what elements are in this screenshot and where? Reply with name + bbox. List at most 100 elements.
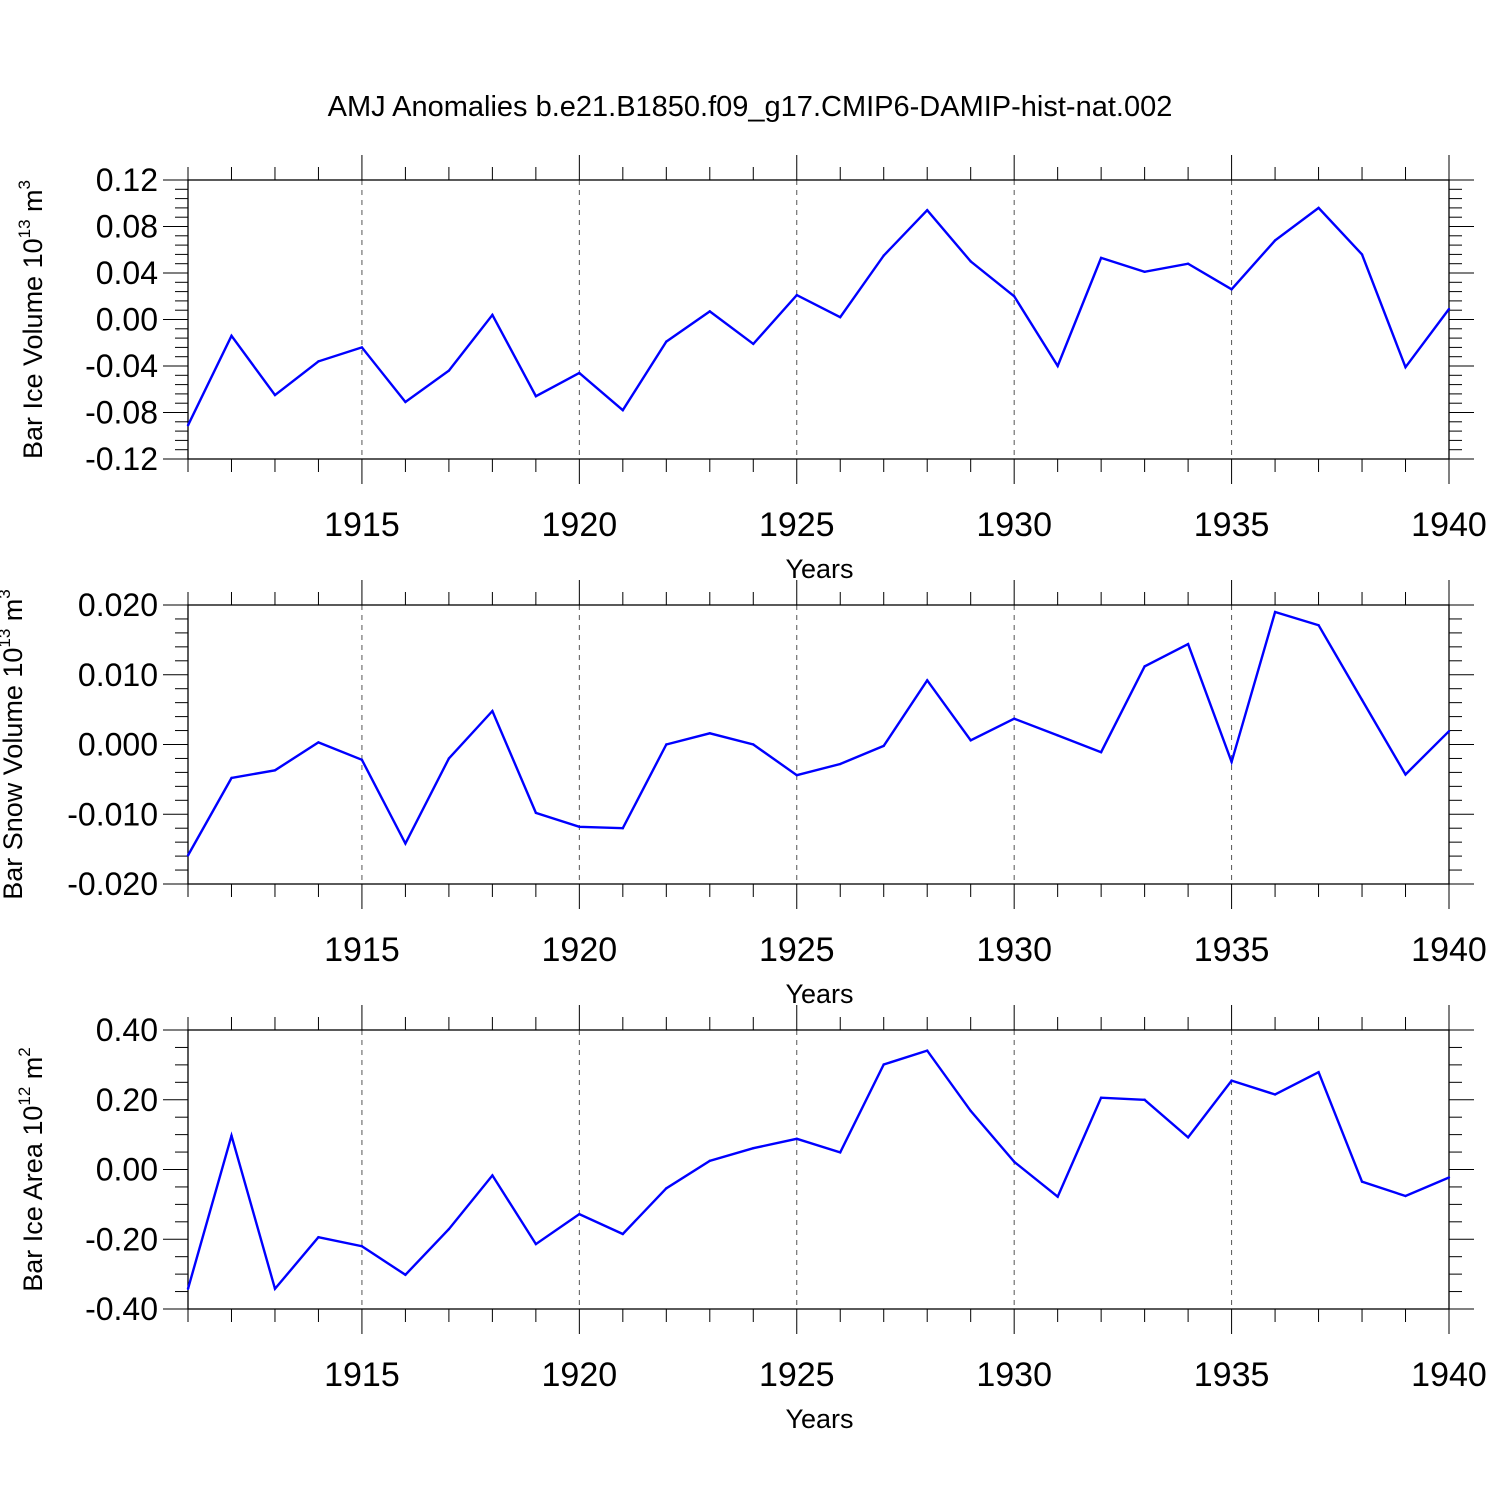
data-point: [621, 827, 625, 830]
data-point: [1273, 1093, 1277, 1096]
data-point: [491, 709, 494, 713]
data-point: [404, 1273, 407, 1277]
data-point: [1360, 1180, 1364, 1183]
data-point: [1360, 253, 1364, 256]
data-point: [665, 340, 668, 343]
x-axis-label: Years: [785, 554, 853, 584]
data-point: [1317, 206, 1320, 210]
data-point: [1143, 270, 1146, 274]
data-point: [708, 732, 711, 735]
panel-1: -0.12 -0.08 -0.04 0.00 0.04 0.08 0.12 1915 1920 1…: [15, 155, 1487, 584]
y-tick-label: 0.00: [96, 1152, 158, 1188]
data-point: [273, 393, 277, 397]
data-point: [186, 854, 190, 857]
data-point: [795, 293, 798, 297]
data-series-line: [186, 610, 1450, 856]
x-tick-label: 1915: [324, 506, 400, 544]
data-point: [621, 408, 625, 412]
data-point: [1447, 730, 1451, 733]
data-point: [404, 400, 407, 404]
data-point: [882, 744, 885, 748]
y-tick-label: -0.010: [67, 796, 158, 832]
data-point: [839, 762, 842, 766]
y-tick-label: 0.00: [96, 302, 158, 338]
data-point: [1230, 288, 1233, 291]
y-axis-label: Bar Ice Area 1012 m2: [15, 1047, 48, 1292]
data-point: [708, 310, 711, 313]
y-axis-label-text: m: [0, 599, 28, 629]
x-tick-label: 1925: [759, 931, 835, 969]
data-point: [839, 1151, 842, 1154]
y-tick-label: 0.04: [96, 255, 158, 291]
data-point: [882, 1063, 885, 1066]
data-point: [578, 825, 581, 829]
data-point: [926, 209, 929, 212]
data-point: [317, 741, 320, 744]
x-tick-label: 1915: [324, 931, 400, 969]
data-point: [186, 1287, 190, 1290]
data-point: [578, 1212, 581, 1216]
data-point: [1186, 262, 1190, 265]
x-tick-label: 1920: [542, 1356, 618, 1394]
y-axis-label-exponent: 3: [15, 180, 34, 189]
y-axis-label: Bar Ice Volume 1013 m3: [15, 180, 48, 459]
data-point: [969, 260, 972, 263]
data-point: [1404, 1194, 1407, 1198]
y-tick-label: 0.010: [78, 657, 158, 693]
data-point: [317, 1235, 320, 1239]
y-tick-label: 0.020: [78, 587, 158, 623]
x-tick-label: 1935: [1194, 1356, 1270, 1394]
x-tick-label: 1930: [976, 1356, 1052, 1394]
data-point: [447, 369, 451, 372]
data-point: [1012, 717, 1016, 720]
data-point: [1230, 760, 1233, 764]
x-axis-label: Years: [785, 979, 853, 1009]
data-point: [1099, 1096, 1103, 1099]
x-tick-label: 1940: [1411, 1356, 1487, 1394]
data-point: [1404, 773, 1407, 776]
y-axis-label-exponent: 12: [15, 1087, 34, 1106]
x-tick-label: 1915: [324, 1356, 400, 1394]
data-point: [969, 1109, 972, 1113]
data-point: [795, 773, 798, 777]
data-point: [1186, 1136, 1190, 1139]
y-tick-label: -0.20: [85, 1221, 158, 1257]
x-tick-label: 1940: [1411, 506, 1487, 544]
data-point: [1056, 1195, 1059, 1198]
y-axis-label-text: Bar Ice Volume 10: [18, 238, 48, 459]
data-point: [186, 424, 190, 427]
data-point: [534, 811, 538, 815]
data-point: [1273, 239, 1277, 242]
x-tick-label: 1935: [1194, 931, 1270, 969]
x-tick-label: 1920: [542, 506, 618, 544]
x-axis-label: Years: [785, 1404, 853, 1434]
x-tick-label: 1925: [759, 506, 835, 544]
y-tick-label: 0.20: [96, 1082, 158, 1118]
data-point: [1143, 1098, 1146, 1101]
data-point: [1273, 610, 1277, 614]
data-series-line: [186, 206, 1450, 426]
y-axis-label: Bar Snow Volume 1013 m3: [0, 589, 28, 900]
figure-title: AMJ Anomalies b.e21.B1850.f09_g17.CMIP6-…: [328, 91, 1173, 123]
data-point: [839, 315, 842, 319]
y-axis-label-text: m: [18, 189, 48, 219]
data-point: [491, 1174, 494, 1177]
data-point: [230, 1134, 233, 1137]
y-axis-label-exponent: 13: [0, 629, 14, 648]
data-point: [1447, 1176, 1451, 1179]
y-axis-label-text: Bar Snow Volume 10: [0, 648, 28, 900]
data-point: [1056, 364, 1059, 368]
data-point: [1186, 642, 1190, 646]
data-point: [230, 334, 233, 337]
data-point: [360, 346, 364, 349]
data-point: [1317, 624, 1320, 627]
x-tick-label: 1930: [976, 931, 1052, 969]
data-point: [1143, 665, 1146, 668]
data-point: [447, 1227, 451, 1231]
data-point: [491, 313, 494, 317]
y-tick-label: 0.40: [96, 1012, 158, 1048]
panel-2: -0.020 -0.010 0.000 0.010 0.020 1915 1920 1925 1…: [0, 580, 1487, 1009]
y-tick-label: -0.12: [85, 441, 158, 477]
data-point: [926, 679, 929, 682]
